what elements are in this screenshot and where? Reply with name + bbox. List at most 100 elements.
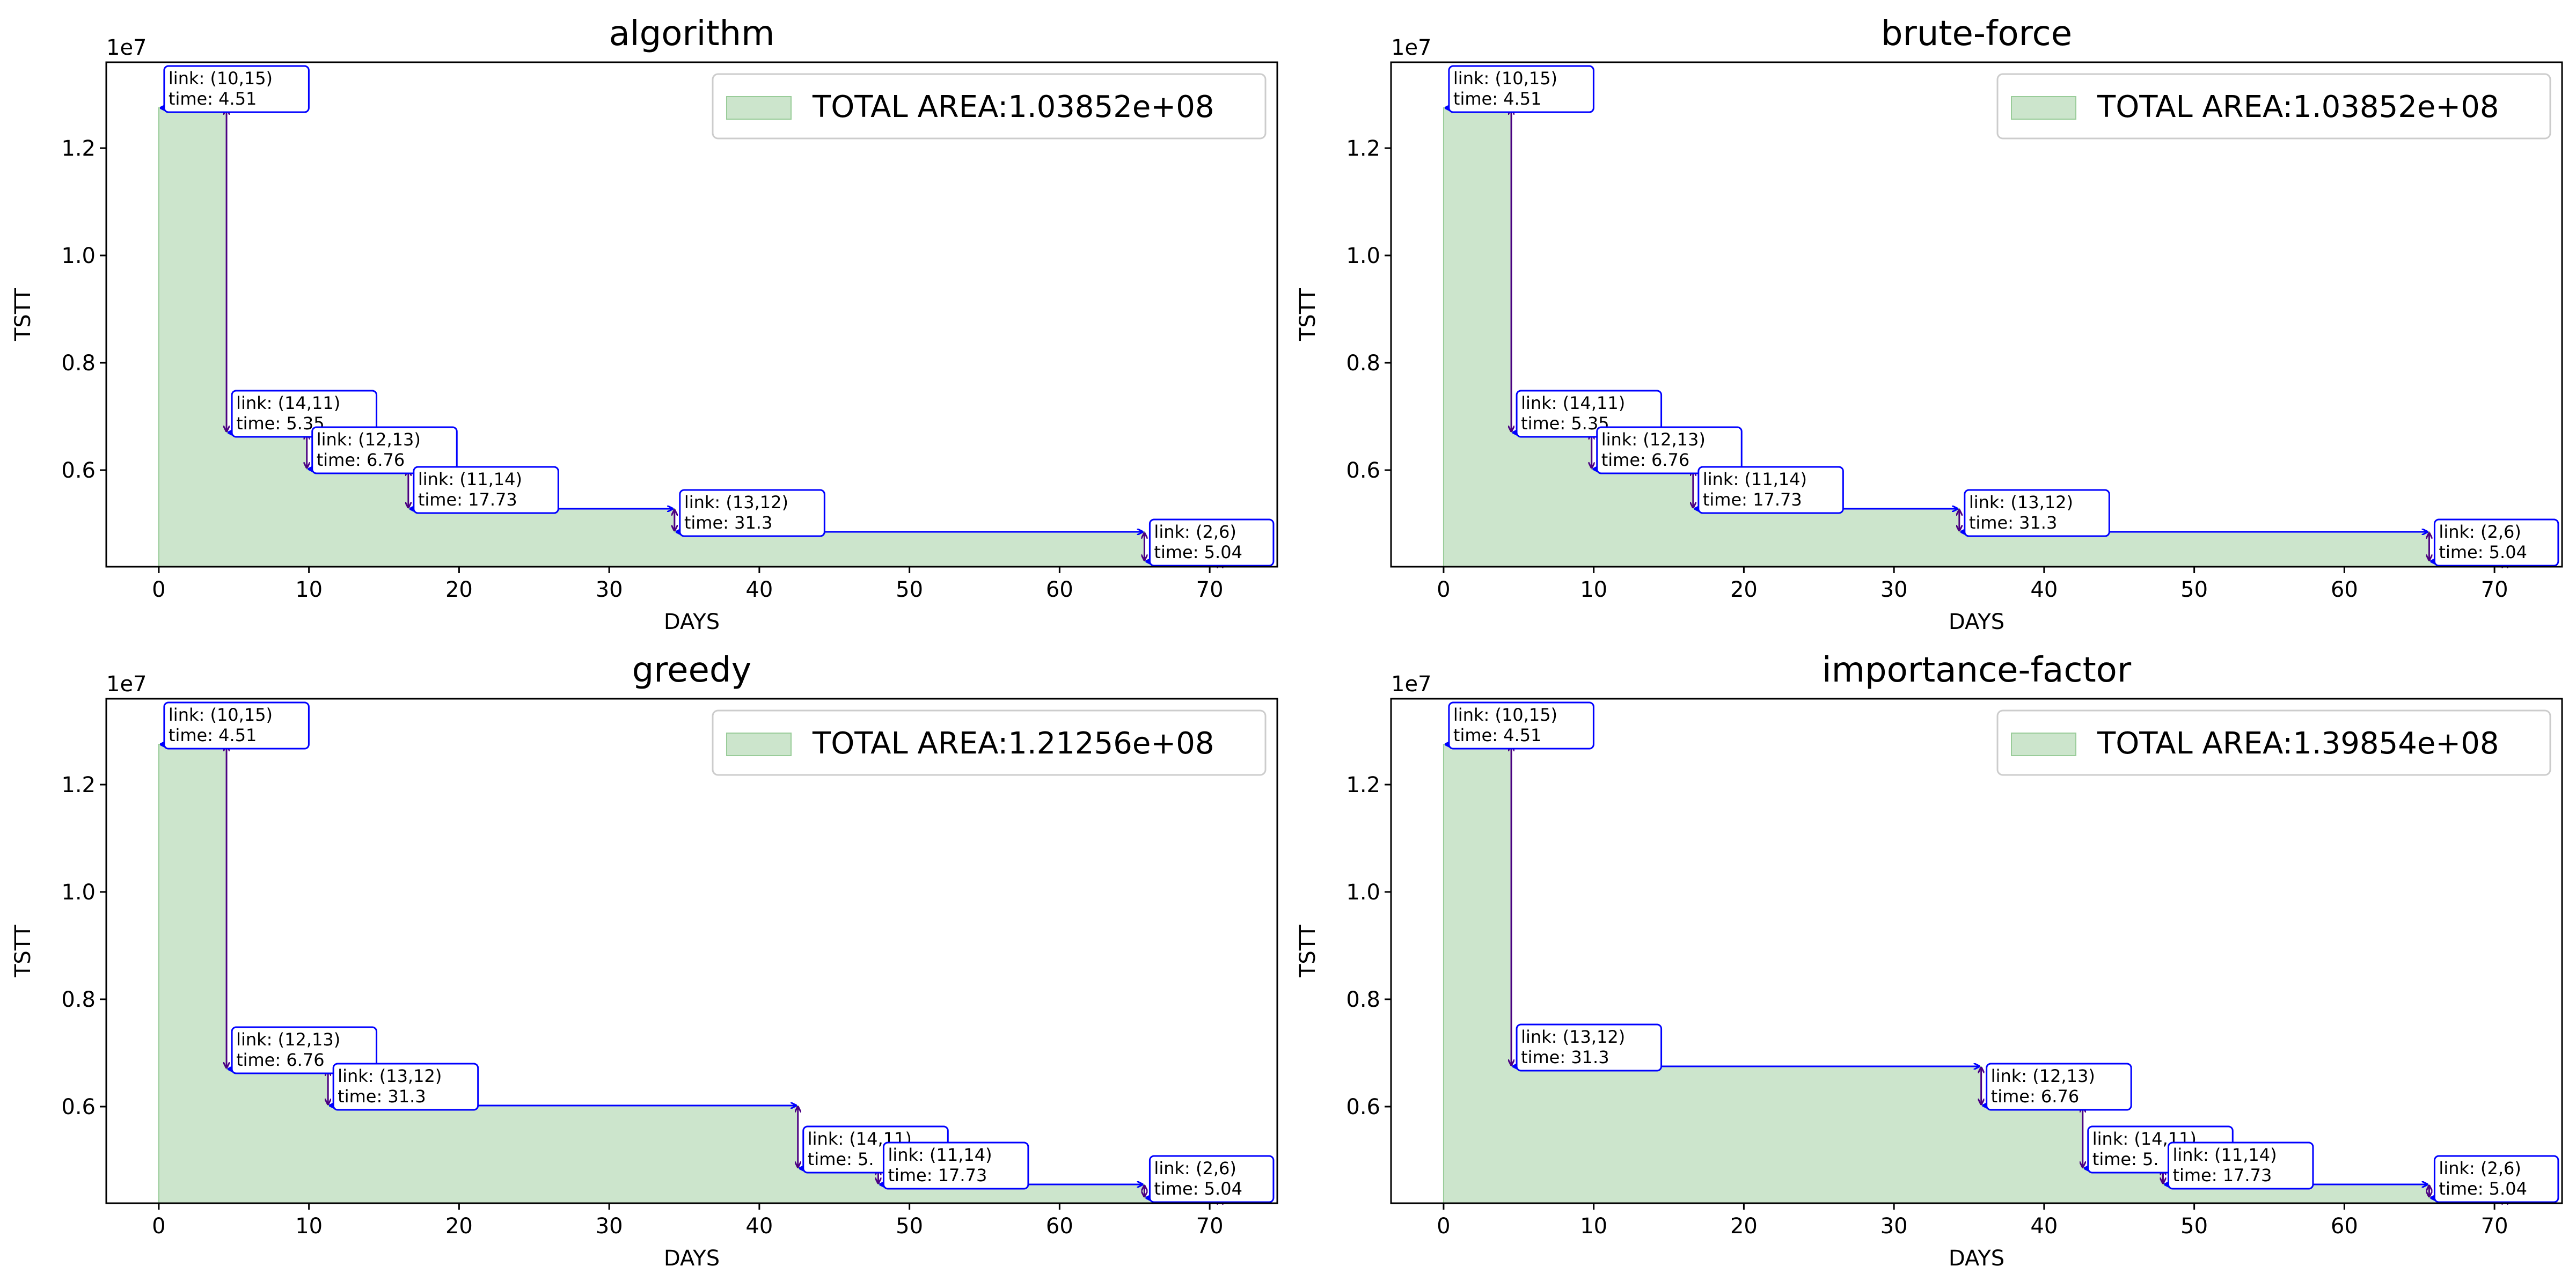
x-tick-label: 30 [596, 577, 623, 602]
annotation-box: link: (12,13)time: 6.76 [311, 426, 458, 474]
annotation-link: link: (2,6) [1154, 1158, 1236, 1179]
annotation-frame [311, 426, 458, 474]
y-tick-label: 1.0 [1346, 880, 1380, 905]
annotation-box: link: (11,14)time: 17.73 [1697, 466, 1844, 514]
annotation-link: link: (13,12) [1521, 1027, 1625, 1047]
x-tick-label: 50 [896, 1214, 923, 1239]
annotation-time: time: 17.73 [2172, 1165, 2272, 1185]
annotation-link: link: (11,14) [2172, 1145, 2277, 1165]
annotation-frame [332, 1063, 479, 1111]
x-tick-label: 40 [745, 577, 773, 602]
annotation-time: time: 17.73 [1703, 489, 1802, 510]
x-tick-label: 20 [1730, 577, 1758, 602]
annotation-frame [1148, 1155, 1275, 1203]
annotation-box: link: (10,15)time: 4.51 [1448, 701, 1594, 750]
legend-label: TOTAL AREA:1.21256e+08 [812, 726, 1214, 761]
x-axis-label: DAYS [664, 1246, 720, 1271]
x-tick-label: 30 [1880, 1214, 1908, 1239]
y-offset-text: 1e7 [106, 672, 147, 697]
y-offset-text: 1e7 [106, 35, 147, 60]
legend-frame [1996, 709, 2551, 776]
annotation-frame [1448, 65, 1594, 113]
annotation-frame [2433, 518, 2559, 567]
x-tick-label: 40 [745, 1214, 773, 1239]
x-tick-label: 20 [445, 1214, 473, 1239]
x-tick-label: 20 [445, 577, 473, 602]
annotation-link: link: (13,12) [1969, 492, 2073, 513]
annotation-frame [1148, 518, 1275, 567]
annotation-link: link: (13,12) [684, 492, 788, 513]
x-tick-label: 10 [1580, 577, 1607, 602]
legend: TOTAL AREA:1.03852e+08 [712, 73, 1267, 140]
y-tick-label: 0.6 [61, 1095, 96, 1119]
annotation-link: link: (10,15) [1453, 68, 1557, 89]
area-fill [158, 744, 1221, 1204]
x-axis-label: DAYS [664, 610, 720, 634]
annotation-link: link: (12,13) [317, 429, 421, 450]
annotation-frame [413, 466, 559, 514]
annotation-box: link: (11,14)time: 17.73 [2167, 1141, 2314, 1190]
legend-label: TOTAL AREA:1.39854e+08 [2097, 726, 2499, 761]
x-tick-label: 10 [1580, 1214, 1607, 1239]
axes-frame [1390, 698, 2563, 1204]
axes-frame [1390, 61, 2563, 568]
legend-swatch [726, 733, 792, 756]
x-tick-label: 60 [2331, 1214, 2358, 1239]
annotation-time: time: 17.73 [888, 1165, 987, 1185]
annotation-link: link: (2,6) [1154, 522, 1236, 542]
annotation-frame [679, 489, 825, 537]
annotation-time: time: 4.51 [1453, 89, 1542, 109]
annotation-link: link: (11,14) [888, 1145, 992, 1165]
annotation-time: time: 6.76 [317, 450, 405, 470]
x-tick-label: 0 [152, 1214, 165, 1239]
annotation-time: time: 31.3 [1969, 513, 2058, 533]
subplot-algorithm: link: (10,15)time: 4.51 link: (14,11) time… [11, 14, 1278, 634]
annotation-link: link: (12,13) [1991, 1066, 2095, 1086]
annotation-frame [1596, 426, 1743, 474]
annotation-link: link: (12,13) [236, 1029, 340, 1050]
axes-frame [105, 61, 1278, 568]
annotation-frame [231, 390, 378, 438]
annotation-time: time: 31.3 [1521, 1047, 1609, 1067]
y-tick-label: 1.0 [61, 244, 96, 268]
subplot-title: greedy [632, 650, 752, 690]
annotation-time: time: 4.51 [1453, 725, 1542, 745]
annotation-time: time: 6.76 [236, 1050, 324, 1070]
x-tick-label: 70 [2481, 577, 2508, 602]
x-tick-label: 50 [2180, 1214, 2208, 1239]
y-tick-label: 1.2 [1346, 773, 1380, 797]
legend-swatch [726, 96, 792, 120]
legend: TOTAL AREA:1.21256e+08 [712, 709, 1267, 776]
annotation-frame [1516, 390, 1663, 438]
x-tick-label: 10 [295, 577, 323, 602]
y-tick-label: 0.6 [1346, 1095, 1380, 1119]
annotation-frame [1448, 701, 1594, 750]
annotation-time: time: 6.76 [1991, 1086, 2080, 1107]
annotation-time: time: 4.51 [169, 725, 257, 745]
annotation-link: link: (2,6) [2439, 522, 2521, 542]
annotation-box: link: (13,12)time: 31.3 [1516, 1023, 1663, 1072]
annotation-link: link: (12,13) [1601, 429, 1706, 450]
annotation-box: link: (10,15)time: 4.51 [163, 701, 310, 750]
annotation-frame [1964, 489, 2110, 537]
x-tick-label: 30 [596, 1214, 623, 1239]
annotation-box: link: (14,11)time: 5.35 [1516, 390, 1663, 438]
x-tick-label: 20 [1730, 1214, 1758, 1239]
annotation-box: link: (2,6)time: 5.04 [1148, 1155, 1275, 1203]
annotation-time: time: 4.51 [169, 89, 257, 109]
annotation-link: link: (14,11) [236, 393, 340, 413]
axes-frame [105, 698, 1278, 1204]
annotation-box: link: (2,6)time: 5.04 [2433, 518, 2559, 567]
legend-swatch [2011, 96, 2076, 120]
annotation-box: link: (10,15)time: 4.51 [163, 65, 310, 113]
y-tick-label: 1.0 [1346, 244, 1380, 268]
x-tick-label: 60 [2331, 577, 2358, 602]
x-tick-label: 60 [1046, 577, 1073, 602]
legend-frame [712, 709, 1267, 776]
annotation-frame [1516, 1023, 1663, 1072]
annotation-box: link: (13,12)time: 31.3 [1964, 489, 2110, 537]
legend: TOTAL AREA:1.39854e+08 [1996, 709, 2551, 776]
annotation-time: time: 5.04 [2439, 542, 2527, 562]
